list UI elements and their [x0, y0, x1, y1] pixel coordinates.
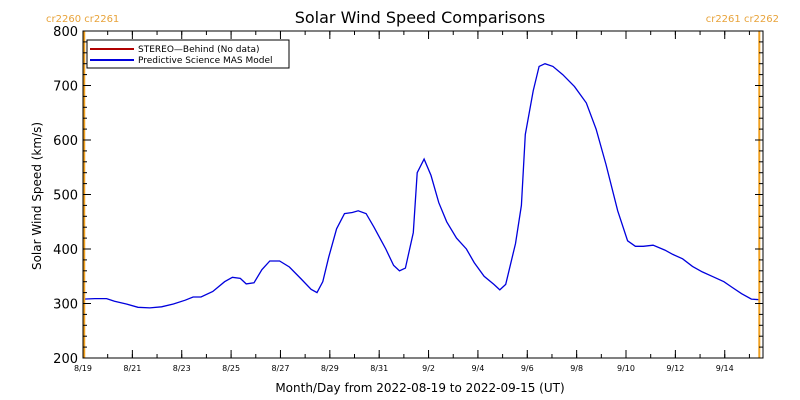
legend-label-stereo: STEREO—Behind (No data)	[138, 45, 260, 55]
y-tick-label: 500	[53, 189, 78, 204]
x-tick-label: 8/23	[173, 364, 191, 373]
x-tick-label: 8/27	[271, 364, 289, 373]
y-tick-label: 700	[53, 80, 78, 95]
carrington-marker-left-label: cr2260 cr2261	[46, 14, 119, 25]
y-tick-label: 800	[53, 25, 78, 40]
chart-title: Solar Wind Speed Comparisons	[295, 8, 546, 27]
carrington-markers	[83, 31, 761, 358]
legend-label-mas: Predictive Science MAS Model	[138, 56, 273, 66]
x-tick-label: 8/19	[74, 364, 92, 373]
x-tick-label: 9/2	[422, 364, 435, 373]
x-tick-label: 9/12	[666, 364, 684, 373]
x-tick-label: 8/25	[222, 364, 240, 373]
x-tick-label: 9/14	[716, 364, 734, 373]
x-tick-label: 9/10	[617, 364, 635, 373]
y-axis-label: Solar Wind Speed (km/s)	[30, 122, 44, 270]
x-tick-label: 9/8	[570, 364, 583, 373]
x-tick-label: 8/21	[123, 364, 141, 373]
y-tick-label: 600	[53, 134, 78, 149]
x-axis-label: Month/Day from 2022-08-19 to 2022-09-15 …	[275, 381, 564, 395]
legend: STEREO—Behind (No data) Predictive Scien…	[86, 39, 290, 69]
series-layer	[82, 63, 760, 309]
y-tick-label: 400	[53, 243, 78, 258]
axes: 200 300 400 500 600 700 800 8/19 8/21 8/23 8/25 8/2…	[53, 25, 764, 373]
x-tick-label: 8/31	[370, 364, 388, 373]
series-line-mas-model	[82, 63, 760, 309]
y-tick-label: 200	[53, 352, 78, 367]
x-tick-label: 9/6	[521, 364, 534, 373]
legend-box	[86, 39, 290, 69]
y-tick-label: 300	[53, 298, 78, 313]
carrington-marker-right-label: cr2261 cr2262	[706, 14, 779, 25]
x-tick-label: 8/29	[321, 364, 339, 373]
x-tick-label: 9/4	[471, 364, 484, 373]
plot-frame	[82, 30, 764, 359]
